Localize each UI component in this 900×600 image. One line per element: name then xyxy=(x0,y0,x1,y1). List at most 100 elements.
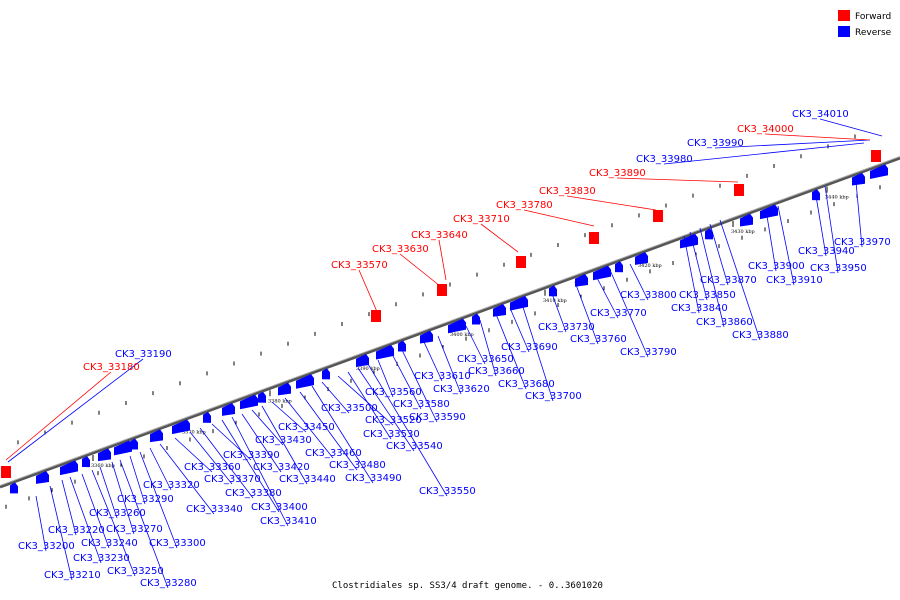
reverse-gene-label[interactable]: CK3_33690 xyxy=(501,342,558,353)
reverse-gene-label[interactable]: CK3_33370 xyxy=(204,474,261,485)
reverse-gene-label[interactable]: CK3_33800 xyxy=(620,290,677,301)
reverse-gene-label[interactable]: CK3_33420 xyxy=(253,462,310,473)
reverse-gene-label[interactable]: CK3_33980 xyxy=(636,154,693,165)
legend-reverse-label: Reverse xyxy=(855,28,892,38)
reverse-gene-label[interactable]: CK3_33340 xyxy=(186,504,243,515)
reverse-gene-block xyxy=(549,285,557,297)
reverse-leader-line xyxy=(129,455,146,505)
reverse-leader-line xyxy=(321,381,350,414)
reverse-gene-label[interactable]: CK3_33940 xyxy=(798,246,855,257)
reverse-gene-label[interactable]: CK3_33200 xyxy=(18,541,75,552)
genome-caption: Clostridiales sp. SS3/4 draft genome. - … xyxy=(332,581,603,591)
forward-gene-label[interactable]: CK3_33630 xyxy=(372,244,429,255)
reverse-gene-label[interactable]: CK3_33560 xyxy=(365,387,422,398)
reverse-gene-label[interactable]: CK3_33390 xyxy=(223,450,280,461)
reverse-gene-label[interactable]: CK3_33950 xyxy=(810,263,867,274)
reverse-gene-label[interactable]: CK3_33240 xyxy=(81,538,138,549)
reverse-gene-label[interactable]: CK3_34010 xyxy=(792,109,849,120)
reverse-gene-label[interactable]: CK3_33270 xyxy=(106,524,163,535)
reverse-gene-label[interactable]: CK3_33500 xyxy=(321,403,378,414)
forward-leader-line xyxy=(566,195,657,211)
reverse-leader-line xyxy=(284,397,334,459)
reverse-gene-label[interactable]: CK3_33610 xyxy=(414,371,471,382)
reverse-leader-line xyxy=(719,219,761,341)
reverse-gene-label[interactable]: CK3_33280 xyxy=(140,578,197,589)
reverse-gene-label[interactable]: CK3_33910 xyxy=(766,275,823,286)
reverse-leader-line xyxy=(189,431,233,485)
reverse-gene-label[interactable]: CK3_33400 xyxy=(251,502,308,513)
reverse-gene-label[interactable]: CK3_33290 xyxy=(117,494,174,505)
forward-gene-label[interactable]: CK3_33780 xyxy=(496,200,553,211)
reverse-gene-label[interactable]: CK3_33680 xyxy=(498,379,555,390)
reverse-leader-line xyxy=(377,359,394,398)
reverse-leader-line xyxy=(119,459,169,589)
forward-gene-label[interactable]: CK3_33180 xyxy=(83,362,140,373)
forward-gene-label[interactable]: CK3_33830 xyxy=(539,186,596,197)
reverse-gene-label[interactable]: CK3_33620 xyxy=(433,384,490,395)
reverse-gene-label[interactable]: CK3_33190 xyxy=(115,349,172,360)
reverse-gene-label[interactable]: CK3_33380 xyxy=(225,488,282,499)
reverse-gene-label[interactable]: CK3_33360 xyxy=(184,462,241,473)
reverse-gene-label[interactable]: CK3_33700 xyxy=(525,391,582,402)
scale-label: 3400 kbp xyxy=(450,332,474,338)
forward-gene-label[interactable]: CK3_33890 xyxy=(589,168,646,179)
reverse-gene-label[interactable]: CK3_33650 xyxy=(457,354,514,365)
forward-gene-label[interactable]: CK3_34000 xyxy=(737,124,794,135)
reverse-gene-block xyxy=(376,344,394,360)
reverse-leader-line xyxy=(437,335,462,395)
reverse-gene-label[interactable]: CK3_33230 xyxy=(73,553,130,564)
reverse-gene-label[interactable]: CK3_33840 xyxy=(671,303,728,314)
reverse-gene-label[interactable]: CK3_33970 xyxy=(834,237,891,248)
forward-gene-label[interactable]: CK3_33640 xyxy=(411,230,468,241)
reverse-gene-block xyxy=(493,303,506,317)
reverse-gene-block xyxy=(98,448,111,462)
reverse-gene-block xyxy=(240,394,258,410)
forward-gene-label[interactable]: CK3_33710 xyxy=(453,214,510,225)
reverse-gene-label[interactable]: CK3_33540 xyxy=(386,441,443,452)
forward-leader-line xyxy=(358,269,379,315)
reverse-gene-label[interactable]: CK3_33590 xyxy=(409,412,466,423)
reverse-gene-label[interactable]: CK3_33760 xyxy=(570,334,627,345)
reverse-gene-label[interactable]: CK3_33300 xyxy=(149,538,206,549)
reverse-gene-label[interactable]: CK3_33210 xyxy=(44,570,101,581)
forward-leader-line xyxy=(399,253,441,287)
reverse-leader-line xyxy=(69,476,102,564)
reverse-leader-line xyxy=(401,349,438,423)
reverse-gene-label[interactable]: CK3_33320 xyxy=(143,480,200,491)
reverse-gene-label[interactable]: CK3_33580 xyxy=(393,399,450,410)
reverse-gene-label[interactable]: CK3_33790 xyxy=(620,347,677,358)
gene-labels[interactable]: CK3_33190CK3_33200CK3_33210CK3_33220CK3_… xyxy=(18,109,891,589)
reverse-gene-label[interactable]: CK3_33900 xyxy=(748,261,805,272)
reverse-gene-label[interactable]: CK3_33870 xyxy=(700,275,757,286)
reverse-leader-line xyxy=(49,485,73,581)
reverse-gene-label[interactable]: CK3_33660 xyxy=(468,366,525,377)
reverse-gene-label[interactable]: CK3_33550 xyxy=(419,486,476,497)
reverse-gene-label[interactable]: CK3_33460 xyxy=(305,448,362,459)
reverse-leader-line xyxy=(629,263,649,301)
reverse-leader-line xyxy=(391,353,422,410)
reverse-gene-label[interactable]: CK3_33440 xyxy=(279,474,336,485)
reverse-gene-label[interactable]: CK3_33410 xyxy=(260,516,317,527)
reverse-gene-label[interactable]: CK3_33990 xyxy=(687,138,744,149)
reverse-gene-block xyxy=(575,273,588,287)
reverse-gene-label[interactable]: CK3_33250 xyxy=(107,566,164,577)
reverse-gene-label[interactable]: CK3_33260 xyxy=(89,508,146,519)
forward-gene-label[interactable]: CK3_33570 xyxy=(331,260,388,271)
forward-leader-line xyxy=(523,209,595,227)
reverse-gene-label[interactable]: CK3_33730 xyxy=(538,322,595,333)
reverse-leader-line xyxy=(765,209,777,272)
reverse-gene-label[interactable]: CK3_33490 xyxy=(345,473,402,484)
reverse-leader-line xyxy=(714,139,871,149)
reverse-gene-label[interactable]: CK3_33480 xyxy=(329,460,386,471)
legend: Forward Reverse xyxy=(838,10,892,38)
reverse-gene-label[interactable]: CK3_33220 xyxy=(48,525,105,536)
reverse-gene-label[interactable]: CK3_33880 xyxy=(732,330,789,341)
reverse-gene-label[interactable]: CK3_33430 xyxy=(255,435,312,446)
reverse-gene-label[interactable]: CK3_33850 xyxy=(679,290,736,301)
reverse-gene-label[interactable]: CK3_33530 xyxy=(363,429,420,440)
reverse-gene-label[interactable]: CK3_33450 xyxy=(278,422,335,433)
reverse-gene-label[interactable]: CK3_33770 xyxy=(590,308,647,319)
reverse-gene-label[interactable]: CK3_33520 xyxy=(365,415,422,426)
reverse-leader-line xyxy=(423,341,443,382)
reverse-gene-label[interactable]: CK3_33860 xyxy=(696,317,753,328)
